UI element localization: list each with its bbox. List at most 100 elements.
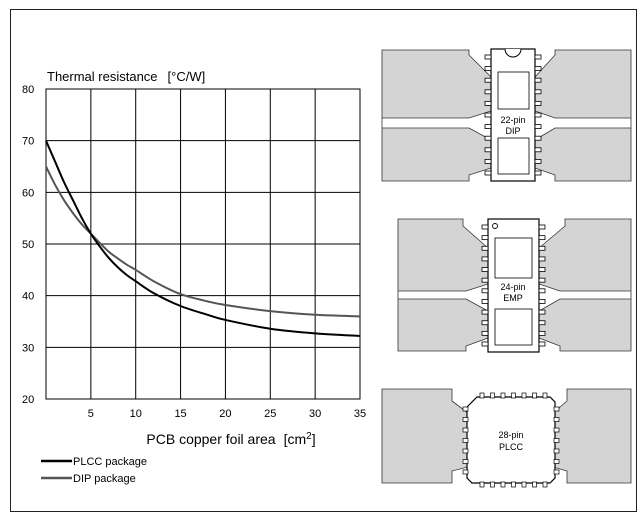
pin bbox=[481, 224, 489, 230]
lead-frame-lower bbox=[494, 308, 533, 346]
pin bbox=[538, 267, 546, 272]
pin bbox=[542, 392, 548, 399]
pin bbox=[534, 112, 542, 118]
pin bbox=[534, 158, 542, 164]
series-line-dip bbox=[45, 166, 361, 318]
pin bbox=[462, 438, 469, 443]
pin bbox=[538, 277, 546, 283]
pin bbox=[484, 170, 492, 176]
lead-frame-lower bbox=[497, 137, 530, 175]
pin bbox=[484, 101, 492, 106]
copper-pad-right bbox=[552, 388, 632, 484]
pin bbox=[538, 235, 546, 241]
y-tick-label: 70 bbox=[22, 136, 34, 148]
x-tick-label: 30 bbox=[309, 408, 321, 420]
lead-frame-upper bbox=[494, 237, 533, 279]
pin bbox=[462, 427, 469, 433]
pin bbox=[462, 459, 469, 464]
pins bbox=[484, 54, 542, 176]
pin bbox=[532, 392, 537, 399]
pin bbox=[521, 392, 527, 399]
grid bbox=[46, 89, 360, 399]
pin bbox=[481, 341, 489, 347]
x-tick-label: 20 bbox=[219, 408, 231, 420]
package-28-pin-plcc: 28-pin PLCC bbox=[381, 388, 632, 488]
pin bbox=[538, 330, 546, 336]
pin bbox=[521, 481, 527, 488]
pin bbox=[511, 392, 516, 399]
pin bbox=[490, 481, 495, 488]
pin bbox=[484, 124, 492, 129]
pin bbox=[538, 341, 546, 347]
x-tick-label: 5 bbox=[88, 408, 94, 420]
copper-pad-left bbox=[397, 218, 489, 352]
pin bbox=[481, 245, 489, 251]
legend-label-dip: DIP package bbox=[73, 473, 136, 485]
x-tick-label: 25 bbox=[264, 408, 276, 420]
pins bbox=[481, 224, 546, 347]
pin bbox=[484, 158, 492, 164]
y-tick-label: 50 bbox=[22, 239, 34, 251]
y-tick-label: 40 bbox=[22, 291, 34, 303]
pin bbox=[538, 245, 546, 251]
series-line-plcc bbox=[45, 140, 361, 337]
pin bbox=[484, 54, 492, 60]
y-tick-label: 60 bbox=[22, 187, 34, 199]
pin bbox=[481, 288, 489, 294]
x-tick-label: 15 bbox=[174, 408, 186, 420]
pin bbox=[479, 392, 485, 399]
lead-frame-upper bbox=[497, 71, 530, 110]
legend: PLCC package DIP package bbox=[41, 456, 147, 485]
pin bbox=[538, 309, 546, 315]
pin bbox=[484, 89, 492, 95]
pin bbox=[481, 299, 489, 304]
pin bbox=[553, 406, 560, 412]
pin bbox=[511, 481, 516, 488]
pin bbox=[490, 392, 495, 399]
pin bbox=[484, 77, 492, 83]
pin bbox=[553, 427, 560, 433]
notch-icon bbox=[504, 48, 522, 58]
y-tick-label: 30 bbox=[22, 342, 34, 354]
pin bbox=[462, 406, 469, 412]
pin bbox=[534, 170, 542, 176]
package-label-line2: EMP bbox=[503, 293, 523, 303]
pin bbox=[484, 135, 492, 141]
pin bbox=[534, 147, 542, 153]
pin1-marker-icon bbox=[492, 223, 498, 229]
pin bbox=[538, 256, 546, 262]
package-label-line1: 28-pin bbox=[498, 430, 523, 440]
pin bbox=[553, 448, 560, 454]
pin bbox=[481, 235, 489, 241]
pin bbox=[481, 320, 489, 326]
package-24-pin-emp: 24-pin EMP bbox=[397, 218, 632, 353]
pin bbox=[538, 320, 546, 326]
x-axis-label: PCB copper foil area [cm2] bbox=[146, 431, 315, 447]
pin bbox=[481, 267, 489, 272]
pin bbox=[462, 469, 469, 475]
pin bbox=[500, 481, 506, 488]
pin bbox=[542, 481, 548, 488]
y-tick-label: 80 bbox=[22, 84, 34, 96]
pin bbox=[538, 224, 546, 230]
pin bbox=[538, 288, 546, 294]
pin bbox=[534, 124, 542, 129]
pin bbox=[481, 330, 489, 336]
legend-label-plcc: PLCC package bbox=[73, 456, 147, 468]
pin bbox=[479, 481, 485, 488]
pin bbox=[484, 112, 492, 118]
copper-pad-right bbox=[538, 218, 632, 352]
pin bbox=[500, 392, 506, 399]
package-label-line1: 24-pin bbox=[500, 282, 525, 292]
thermal-resistance-chart: 5 10 15 20 25 30 35 20 30 40 50 60 70 80 Thermal resi… bbox=[22, 69, 366, 485]
package-label-line1: 22-pin bbox=[500, 115, 525, 125]
pin bbox=[534, 54, 542, 60]
pin bbox=[462, 448, 469, 454]
chart-title: Thermal resistance [°C/W] bbox=[47, 69, 205, 84]
series-layer bbox=[45, 140, 361, 337]
figure-frame bbox=[10, 9, 637, 512]
pin bbox=[481, 256, 489, 262]
pin bbox=[484, 147, 492, 153]
pin bbox=[553, 459, 560, 464]
